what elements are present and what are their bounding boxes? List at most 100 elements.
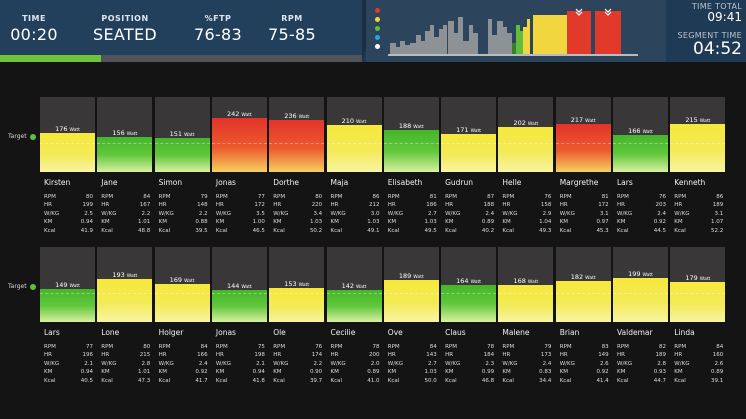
stat-row-km: KM 0.99 <box>445 368 494 376</box>
stat-value: 148 <box>197 202 208 209</box>
stat-row-hr: HR 174 <box>273 351 322 359</box>
stat-label: KM <box>330 219 339 226</box>
stat-label: HR <box>559 352 568 359</box>
power-bar-fill <box>498 284 554 322</box>
stat-value: 1.07 <box>711 219 724 226</box>
profile-bar <box>439 29 443 55</box>
stat-row-wkg: W/KG 2.4 <box>159 360 208 368</box>
profile-bar <box>523 27 527 55</box>
power-bar: 176 Watt <box>40 97 95 172</box>
stat-value: 2.5 <box>84 210 93 217</box>
rider-name: Ove <box>387 328 403 337</box>
stat-label: HR <box>617 202 625 209</box>
stat-value: 2.7 <box>428 360 437 367</box>
stat-row-hr: HR 160 <box>674 351 723 359</box>
stat-value: 84 <box>143 194 151 200</box>
zone-dot-blue <box>375 35 380 40</box>
stat-row-hr: HR 198 <box>216 351 265 359</box>
stat-value: 184 <box>483 352 495 359</box>
profile-bar <box>492 35 497 55</box>
rider-name: Dorthe <box>273 178 299 187</box>
stat-label: W/KG <box>617 210 633 217</box>
rider-stats: RPM 82 HR 189 W/KG 2.8 KM 0.93 Kcal 44.7 <box>617 343 666 385</box>
profile-bar <box>469 25 473 55</box>
target-line <box>326 293 382 294</box>
power-bar: 217 Watt <box>555 97 611 172</box>
zone-dot-red <box>375 8 380 13</box>
rider-name: Kenneth <box>674 178 706 187</box>
power-bar: 236 Watt <box>269 97 325 172</box>
rider-card: 156 Watt Jane RPM 84 HR 167 W/KG 2.2 KM 1.01 Kcal 48… <box>97 97 153 237</box>
watt-value: 182 <box>570 273 584 282</box>
rider-stats: RPM 76 HR 203 W/KG 2.4 KM 0.92 Kcal 44.5 <box>617 193 666 235</box>
power-bar: 199 Watt <box>613 247 668 322</box>
power-bar: 142 Watt <box>326 247 382 322</box>
rider-name: Kirsten <box>44 178 71 187</box>
current-segment-panel: TIME 00:20 POSITION SEATED %FTP 76-83 RP… <box>0 0 362 55</box>
stat-row-hr: HR 172 <box>560 201 609 209</box>
stat-value: 76 <box>544 194 552 200</box>
rider-name: Margrethe <box>559 178 599 187</box>
stat-label: W/KG <box>158 360 174 367</box>
stat-value: 3.4 <box>313 210 323 217</box>
stat-value: 45.3 <box>596 227 609 234</box>
stat-value: 1.01 <box>138 219 151 226</box>
stat-value: 41.8 <box>252 377 265 384</box>
target-line <box>40 293 95 294</box>
target-line <box>211 293 267 294</box>
profile-bar <box>405 45 410 55</box>
stat-row-km: KM 1.03 <box>388 368 437 376</box>
watt-unit: Watt <box>184 279 195 285</box>
stat-label: W/KG <box>273 210 289 217</box>
stat-row-kcal: Kcal 45.3 <box>560 227 609 235</box>
stat-row-hr: HR 158 <box>502 201 551 209</box>
stat-label: Kcal <box>559 227 572 234</box>
stat-label: KM <box>158 369 167 376</box>
stat-row-hr: HR 166 <box>159 351 208 359</box>
position-cell: POSITION SEATED <box>92 14 158 44</box>
rider-card: 168 Watt Malene RPM 79 HR 173 W/KG 2.4 KM 0.83 Kcal… <box>498 247 554 387</box>
watt-unit: Watt <box>241 113 252 119</box>
stat-row-rpm: RPM 78 <box>445 343 494 351</box>
stat-label: HR <box>502 202 511 209</box>
stat-value: 48.8 <box>138 227 151 234</box>
chevron-down-icon <box>575 1 583 16</box>
stat-label: RPM <box>273 194 286 200</box>
stat-row-rpm: RPM 79 <box>502 343 551 351</box>
position-label: POSITION <box>101 14 149 23</box>
stat-row-kcal: Kcal 41.4 <box>560 377 609 385</box>
stat-value: 40.2 <box>481 227 495 234</box>
stat-value: 77 <box>257 194 265 200</box>
stat-row-kcal: Kcal 44.5 <box>617 227 666 235</box>
stat-row-kcal: Kcal 52.2 <box>674 227 723 235</box>
watt-value: 215 <box>685 116 698 125</box>
stat-value: 2.8 <box>657 360 666 367</box>
stat-value: 0.94 <box>252 369 265 376</box>
power-bar-fill <box>154 138 210 172</box>
stat-label: KM <box>330 369 339 376</box>
stat-label: Kcal <box>273 377 285 384</box>
stat-label: HR <box>445 202 454 209</box>
rider-stats: RPM 81 HR 186 W/KG 2.7 KM 1.03 Kcal 49.5 <box>388 193 437 235</box>
stat-label: HR <box>158 352 167 359</box>
target-indicator-dot <box>30 284 36 290</box>
stat-label: W/KG <box>502 360 518 367</box>
stat-row-rpm: RPM 76 <box>273 343 322 351</box>
target-line <box>97 293 153 294</box>
profile-bar <box>567 11 591 55</box>
stat-label: HR <box>387 352 396 359</box>
stat-row-kcal: Kcal 34.4 <box>502 377 551 385</box>
stat-label: RPM <box>674 194 687 200</box>
watt-readout: 153 Watt <box>269 280 324 288</box>
stat-row-kcal: Kcal 40.2 <box>445 227 494 235</box>
stat-row-kcal: Kcal 50.0 <box>388 377 437 385</box>
stat-row-kcal: Kcal 47.3 <box>101 377 150 385</box>
stat-label: RPM <box>502 194 515 200</box>
stat-label: RPM <box>158 194 171 200</box>
stat-row-km: KM 0.90 <box>273 368 322 376</box>
watt-readout: 242 Watt <box>212 110 267 118</box>
stat-value: 84 <box>200 344 208 350</box>
power-bar: 151 Watt <box>154 97 210 172</box>
rider-stats: RPM 84 HR 167 W/KG 2.2 KM 1.01 Kcal 48.8 <box>101 193 150 235</box>
stat-label: W/KG <box>502 210 518 217</box>
